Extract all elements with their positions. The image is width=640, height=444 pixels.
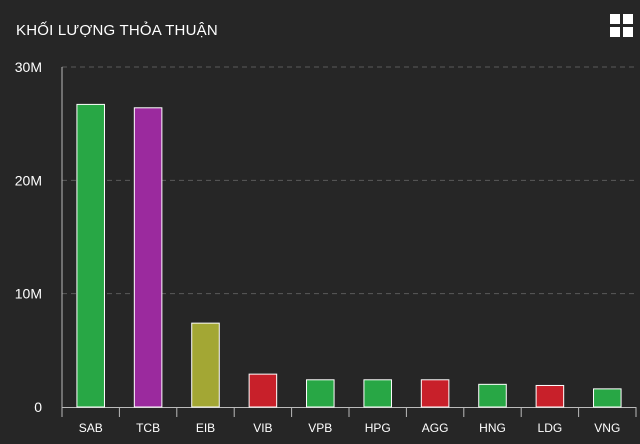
grid-menu-square <box>610 14 620 24</box>
bar-vpb <box>306 379 335 408</box>
bar-vng <box>593 388 622 408</box>
bar-vib <box>248 373 278 408</box>
x-tick-label: HPG <box>365 421 391 435</box>
y-tick-label: 20M <box>15 172 42 188</box>
grid-menu-square <box>623 27 633 37</box>
y-tick-label: 0 <box>34 399 42 415</box>
y-tick-label: 10M <box>15 286 42 302</box>
x-tick-label: LDG <box>538 421 563 435</box>
grid-menu-square <box>610 27 620 37</box>
x-tick-label: EIB <box>196 421 215 435</box>
x-tick-label: AGG <box>422 421 449 435</box>
bar-hpg <box>363 379 392 408</box>
x-tick-label: SAB <box>79 421 103 435</box>
x-tick-label: VIB <box>253 421 272 435</box>
bar-sab <box>76 103 105 408</box>
grid-menu-icon[interactable] <box>610 14 634 38</box>
bar-ldg <box>535 384 565 408</box>
y-tick-label: 30M <box>15 59 42 75</box>
bar-eib <box>191 322 220 408</box>
bar-tcb <box>133 107 163 408</box>
x-tick-label: TCB <box>136 421 160 435</box>
x-tick-label: VPB <box>308 421 332 435</box>
x-tick-label: VNG <box>594 421 620 435</box>
chart-title: KHỐI LƯỢNG THỎA THUẬN <box>16 22 218 39</box>
grid-menu-square <box>623 14 633 24</box>
bar-hng <box>478 383 507 408</box>
bar-agg <box>420 379 450 408</box>
x-tick-label: HNG <box>479 421 506 435</box>
